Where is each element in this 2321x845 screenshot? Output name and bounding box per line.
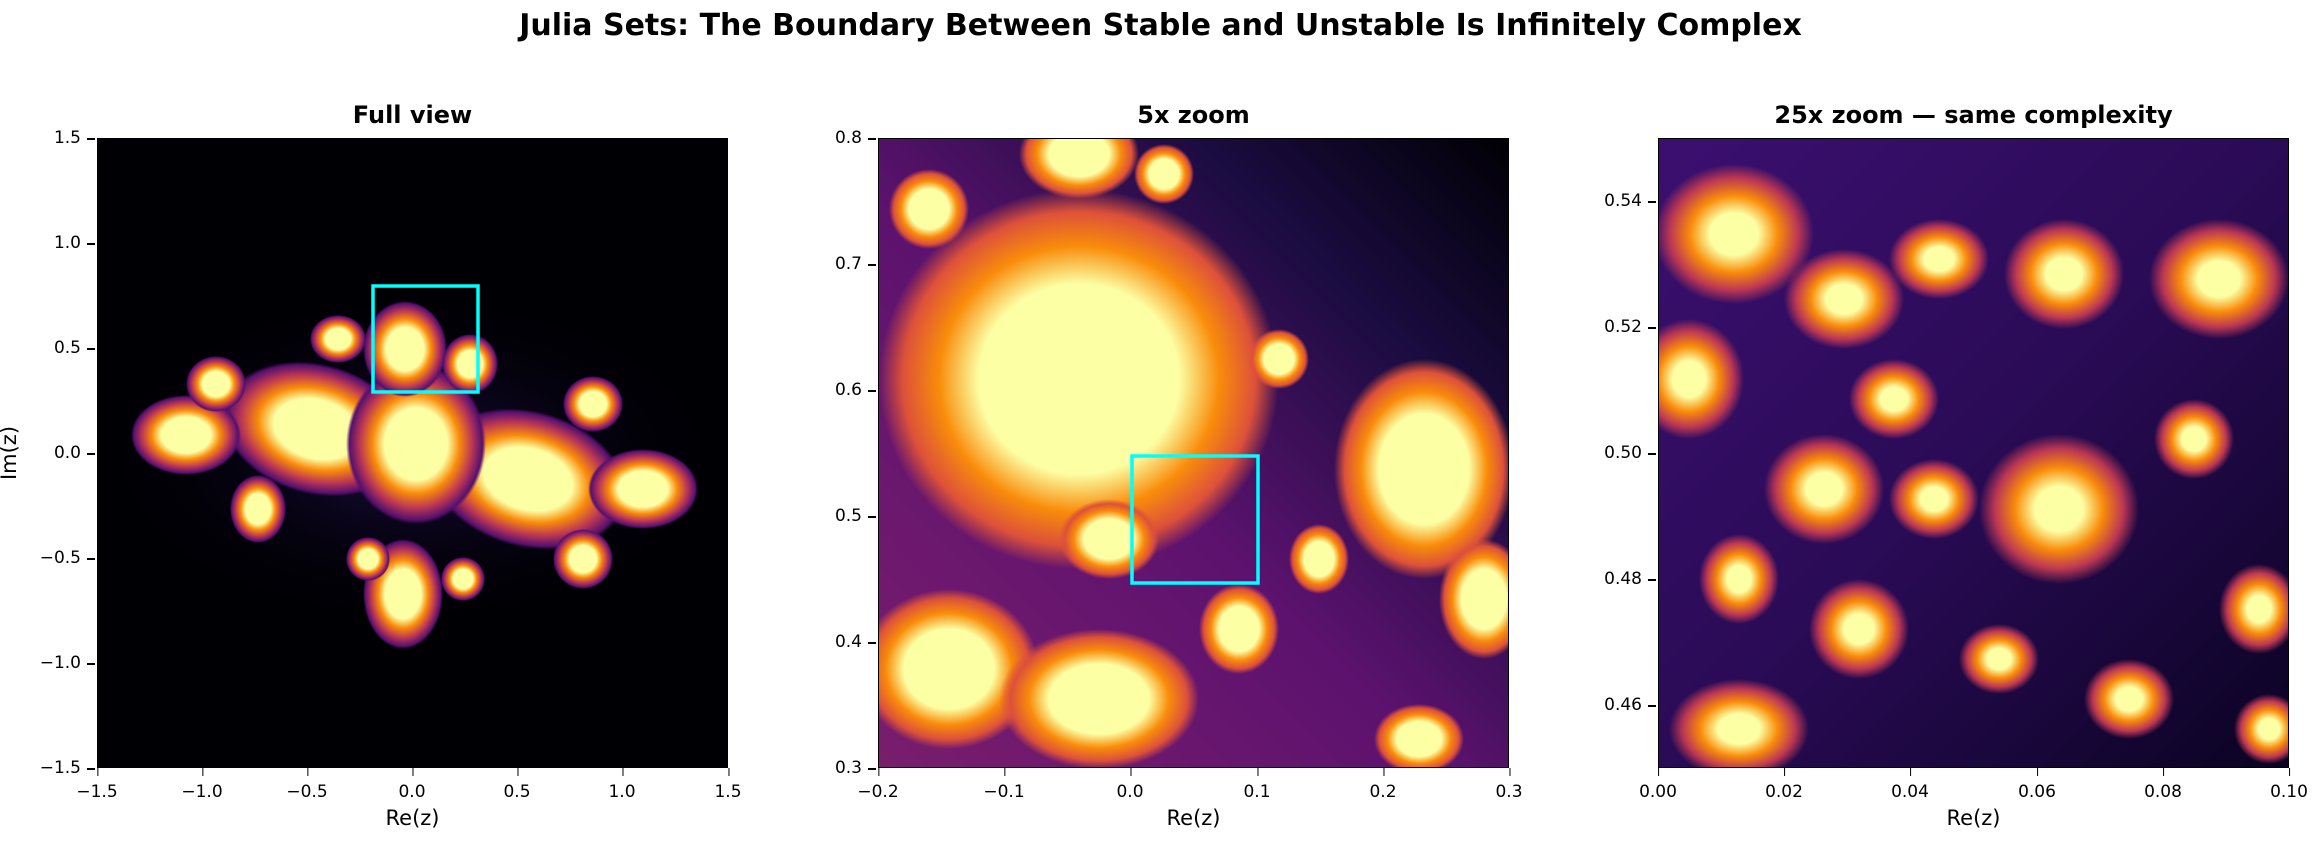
x-tick: 1.0	[608, 768, 636, 802]
y-tick: 0.7	[835, 254, 876, 274]
panel-title: 25x zoom — same complexity	[1774, 101, 2173, 129]
y-tick: 0.5	[54, 338, 95, 358]
y-tick: 0.46	[1604, 695, 1656, 715]
y-tick: 0.8	[835, 128, 876, 148]
x-tick: 0.2	[1369, 768, 1397, 802]
x-axis-label: Re(z)	[385, 806, 440, 830]
julia-heatmap-5x	[878, 138, 1509, 768]
y-tick: −0.5	[40, 548, 95, 568]
panel-5x-zoom: 5x zoom	[835, 101, 1523, 830]
y-tick: 0.0	[54, 443, 95, 463]
x-tick: 0.3	[1495, 768, 1523, 802]
panel-title: Full view	[352, 101, 473, 129]
x-tick: 0.08	[2144, 768, 2182, 802]
y-tick: −1.5	[40, 758, 95, 778]
x-tick: 0.1	[1243, 768, 1271, 802]
zoom-region-box	[1130, 454, 1260, 585]
y-tick: 0.54	[1604, 191, 1656, 211]
y-tick: 0.6	[835, 380, 876, 400]
x-tick: −0.5	[286, 768, 328, 802]
y-tick: 0.50	[1604, 443, 1656, 463]
x-tick: 0.5	[503, 768, 531, 802]
y-tick: 1.5	[54, 128, 95, 148]
julia-heatmap-25x	[1658, 138, 2289, 768]
y-tick: 0.48	[1604, 569, 1656, 589]
y-tick: 0.3	[835, 758, 876, 778]
x-tick: −1.0	[181, 768, 223, 802]
x-tick: 0.00	[1639, 768, 1677, 802]
zoom-region-box	[371, 284, 480, 394]
x-tick: 1.5	[714, 768, 742, 802]
x-tick: −0.1	[983, 768, 1025, 802]
x-axis-label: Re(z)	[1166, 806, 1221, 830]
figure-title: Julia Sets: The Boundary Between Stable …	[519, 8, 1802, 43]
y-tick: 0.4	[835, 632, 876, 652]
panel-full-view: Full view	[0, 101, 742, 830]
x-tick: 0.04	[1891, 768, 1929, 802]
x-axis-label: Re(z)	[1946, 806, 2001, 830]
panel-25x-zoom: 25x zoom — same complexity	[1604, 101, 2308, 830]
x-tick: 0.0	[398, 768, 426, 802]
panel-title: 5x zoom	[1137, 101, 1250, 129]
y-tick: 0.52	[1604, 317, 1656, 337]
y-tick: 1.0	[54, 233, 95, 253]
y-tick: 0.5	[835, 506, 876, 526]
x-tick: 0.10	[2270, 768, 2308, 802]
x-tick: 0.02	[1765, 768, 1803, 802]
y-tick: −1.0	[40, 653, 95, 673]
x-tick: 0.0	[1116, 768, 1144, 802]
julia-heatmap-full	[97, 138, 728, 768]
y-axis-label: Im(z)	[0, 425, 21, 481]
x-tick: −1.5	[76, 768, 118, 802]
x-tick: 0.06	[2018, 768, 2056, 802]
x-tick: −0.2	[857, 768, 899, 802]
